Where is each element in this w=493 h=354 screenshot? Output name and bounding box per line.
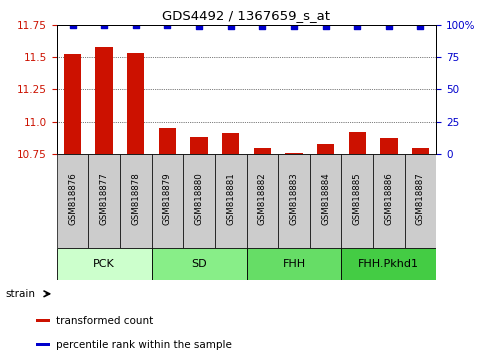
- Text: GSM818887: GSM818887: [416, 173, 425, 225]
- Bar: [127, 53, 144, 154]
- Bar: [380, 138, 397, 154]
- Bar: [341, 248, 436, 280]
- Text: GSM818879: GSM818879: [163, 173, 172, 225]
- Text: SD: SD: [191, 259, 207, 269]
- Point: [132, 22, 140, 28]
- Bar: [373, 154, 405, 248]
- Text: GSM818886: GSM818886: [385, 173, 393, 225]
- Bar: [246, 248, 341, 280]
- Bar: [88, 154, 120, 248]
- Bar: [190, 137, 208, 154]
- Bar: [253, 148, 271, 154]
- Text: strain: strain: [5, 289, 35, 299]
- Text: percentile rank within the sample: percentile rank within the sample: [56, 340, 232, 350]
- Text: GSM818884: GSM818884: [321, 173, 330, 225]
- Text: GSM818878: GSM818878: [131, 173, 141, 225]
- Bar: [222, 133, 240, 154]
- Bar: [317, 144, 334, 154]
- Bar: [285, 153, 303, 154]
- Bar: [36, 343, 50, 347]
- Bar: [278, 154, 310, 248]
- Bar: [183, 154, 215, 248]
- Bar: [159, 128, 176, 154]
- Bar: [57, 248, 152, 280]
- Text: transformed count: transformed count: [56, 316, 153, 326]
- Bar: [215, 154, 246, 248]
- Text: PCK: PCK: [93, 259, 115, 269]
- Bar: [96, 47, 113, 154]
- Text: GDS4492 / 1367659_s_at: GDS4492 / 1367659_s_at: [163, 9, 330, 22]
- Point: [258, 23, 266, 29]
- Point: [353, 23, 361, 29]
- Text: GSM818881: GSM818881: [226, 173, 235, 225]
- Text: GSM818883: GSM818883: [289, 173, 298, 225]
- Point: [321, 23, 329, 29]
- Point: [69, 22, 76, 28]
- Point: [100, 22, 108, 28]
- Point: [164, 22, 172, 28]
- Bar: [349, 132, 366, 154]
- Point: [417, 23, 424, 29]
- Bar: [57, 154, 88, 248]
- Text: FHH.Pkhd1: FHH.Pkhd1: [358, 259, 420, 269]
- Bar: [152, 154, 183, 248]
- Bar: [341, 154, 373, 248]
- Text: GSM818877: GSM818877: [100, 173, 108, 225]
- Point: [290, 23, 298, 29]
- Text: GSM818876: GSM818876: [68, 173, 77, 225]
- Text: GSM818885: GSM818885: [352, 173, 362, 225]
- Bar: [64, 55, 81, 154]
- Text: GSM818882: GSM818882: [258, 173, 267, 225]
- Text: GSM818880: GSM818880: [195, 173, 204, 225]
- Bar: [36, 319, 50, 322]
- Point: [227, 23, 235, 29]
- Bar: [412, 148, 429, 154]
- Bar: [152, 248, 246, 280]
- Bar: [405, 154, 436, 248]
- Point: [385, 23, 393, 29]
- Bar: [120, 154, 152, 248]
- Bar: [246, 154, 278, 248]
- Point: [195, 23, 203, 29]
- Bar: [310, 154, 341, 248]
- Text: FHH: FHH: [282, 259, 306, 269]
